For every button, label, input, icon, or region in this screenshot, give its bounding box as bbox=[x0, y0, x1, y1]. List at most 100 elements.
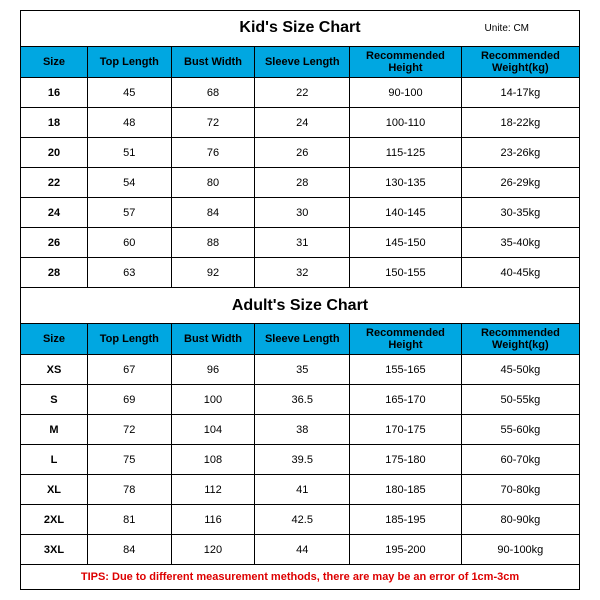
table-cell: 22 bbox=[21, 168, 88, 197]
table-cell: 72 bbox=[88, 415, 172, 444]
table-cell: 26 bbox=[21, 228, 88, 257]
col-top-length: Top Length bbox=[88, 324, 172, 354]
table-cell: 45-50kg bbox=[462, 355, 579, 384]
table-cell: 38 bbox=[255, 415, 350, 444]
table-cell: 36.5 bbox=[255, 385, 350, 414]
table-cell: 31 bbox=[255, 228, 350, 257]
table-cell: 54 bbox=[88, 168, 172, 197]
table-cell: 42.5 bbox=[255, 505, 350, 534]
table-cell: 76 bbox=[172, 138, 256, 167]
table-cell: 16 bbox=[21, 78, 88, 107]
table-cell: 145-150 bbox=[350, 228, 462, 257]
table-cell: 140-145 bbox=[350, 198, 462, 227]
table-cell: 96 bbox=[172, 355, 256, 384]
table-cell: 108 bbox=[172, 445, 256, 474]
unit-label: Unite: CM bbox=[485, 23, 529, 34]
table-cell: 44 bbox=[255, 535, 350, 564]
adults-title-row: Adult's Size Chart bbox=[21, 288, 579, 324]
table-cell: 28 bbox=[21, 258, 88, 287]
table-cell: 50-55kg bbox=[462, 385, 579, 414]
table-cell: 72 bbox=[172, 108, 256, 137]
table-cell: 130-135 bbox=[350, 168, 462, 197]
col-size: Size bbox=[21, 47, 88, 77]
table-cell: 88 bbox=[172, 228, 256, 257]
table-cell: 63 bbox=[88, 258, 172, 287]
table-cell: 155-165 bbox=[350, 355, 462, 384]
table-cell: 60 bbox=[88, 228, 172, 257]
table-row: 20517626115-12523-26kg bbox=[21, 138, 579, 168]
col-rec-weight: Recommended Weight(kg) bbox=[462, 47, 579, 77]
table-cell: 20 bbox=[21, 138, 88, 167]
adults-title: Adult's Size Chart bbox=[21, 297, 579, 315]
table-cell: 18 bbox=[21, 108, 88, 137]
table-row: XS679635155-16545-50kg bbox=[21, 355, 579, 385]
table-cell: 26 bbox=[255, 138, 350, 167]
table-cell: 35-40kg bbox=[462, 228, 579, 257]
col-size: Size bbox=[21, 324, 88, 354]
col-rec-weight: Recommended Weight(kg) bbox=[462, 324, 579, 354]
table-cell: 165-170 bbox=[350, 385, 462, 414]
kids-title-row: Kid's Size Chart Unite: CM bbox=[21, 11, 579, 47]
table-cell: 112 bbox=[172, 475, 256, 504]
kids-header-row: Size Top Length Bust Width Sleeve Length… bbox=[21, 47, 579, 78]
table-cell: 78 bbox=[88, 475, 172, 504]
table-row: 24578430140-14530-35kg bbox=[21, 198, 579, 228]
col-bust-width: Bust Width bbox=[172, 47, 256, 77]
table-cell: 175-180 bbox=[350, 445, 462, 474]
table-cell: 3XL bbox=[21, 535, 88, 564]
table-cell: 30 bbox=[255, 198, 350, 227]
table-cell: 18-22kg bbox=[462, 108, 579, 137]
table-cell: S bbox=[21, 385, 88, 414]
table-cell: 116 bbox=[172, 505, 256, 534]
adults-body: XS679635155-16545-50kgS6910036.5165-1705… bbox=[21, 355, 579, 565]
table-cell: 180-185 bbox=[350, 475, 462, 504]
table-row: 3XL8412044195-20090-100kg bbox=[21, 535, 579, 565]
table-cell: 41 bbox=[255, 475, 350, 504]
table-cell: 57 bbox=[88, 198, 172, 227]
table-cell: 26-29kg bbox=[462, 168, 579, 197]
col-top-length: Top Length bbox=[88, 47, 172, 77]
table-cell: 32 bbox=[255, 258, 350, 287]
table-cell: 30-35kg bbox=[462, 198, 579, 227]
table-cell: 185-195 bbox=[350, 505, 462, 534]
table-cell: 51 bbox=[88, 138, 172, 167]
col-rec-height: Recommended Height bbox=[350, 324, 462, 354]
table-cell: 22 bbox=[255, 78, 350, 107]
table-cell: 150-155 bbox=[350, 258, 462, 287]
table-cell: 92 bbox=[172, 258, 256, 287]
table-cell: 170-175 bbox=[350, 415, 462, 444]
table-cell: 60-70kg bbox=[462, 445, 579, 474]
table-row: 28639232150-15540-45kg bbox=[21, 258, 579, 288]
tips-text: TIPS: Due to different measurement metho… bbox=[21, 565, 579, 589]
table-cell: 45 bbox=[88, 78, 172, 107]
table-cell: 70-80kg bbox=[462, 475, 579, 504]
table-row: 22548028130-13526-29kg bbox=[21, 168, 579, 198]
col-rec-height: Recommended Height bbox=[350, 47, 462, 77]
col-sleeve-length: Sleeve Length bbox=[255, 324, 350, 354]
table-cell: 48 bbox=[88, 108, 172, 137]
table-cell: 39.5 bbox=[255, 445, 350, 474]
table-cell: 40-45kg bbox=[462, 258, 579, 287]
table-cell: 28 bbox=[255, 168, 350, 197]
table-cell: 100 bbox=[172, 385, 256, 414]
adults-header-row: Size Top Length Bust Width Sleeve Length… bbox=[21, 324, 579, 355]
table-cell: XL bbox=[21, 475, 88, 504]
kids-body: 1645682290-10014-17kg18487224100-11018-2… bbox=[21, 78, 579, 288]
table-cell: 67 bbox=[88, 355, 172, 384]
table-cell: 14-17kg bbox=[462, 78, 579, 107]
table-cell: 90-100kg bbox=[462, 535, 579, 564]
size-chart: Kid's Size Chart Unite: CM Size Top Leng… bbox=[20, 10, 580, 590]
table-cell: L bbox=[21, 445, 88, 474]
table-cell: 195-200 bbox=[350, 535, 462, 564]
table-row: 26608831145-15035-40kg bbox=[21, 228, 579, 258]
table-cell: 84 bbox=[172, 198, 256, 227]
table-cell: 104 bbox=[172, 415, 256, 444]
table-cell: 69 bbox=[88, 385, 172, 414]
table-cell: 80 bbox=[172, 168, 256, 197]
table-row: M7210438170-17555-60kg bbox=[21, 415, 579, 445]
table-row: L7510839.5175-18060-70kg bbox=[21, 445, 579, 475]
table-cell: 24 bbox=[255, 108, 350, 137]
table-cell: 23-26kg bbox=[462, 138, 579, 167]
table-cell: XS bbox=[21, 355, 88, 384]
table-cell: 75 bbox=[88, 445, 172, 474]
